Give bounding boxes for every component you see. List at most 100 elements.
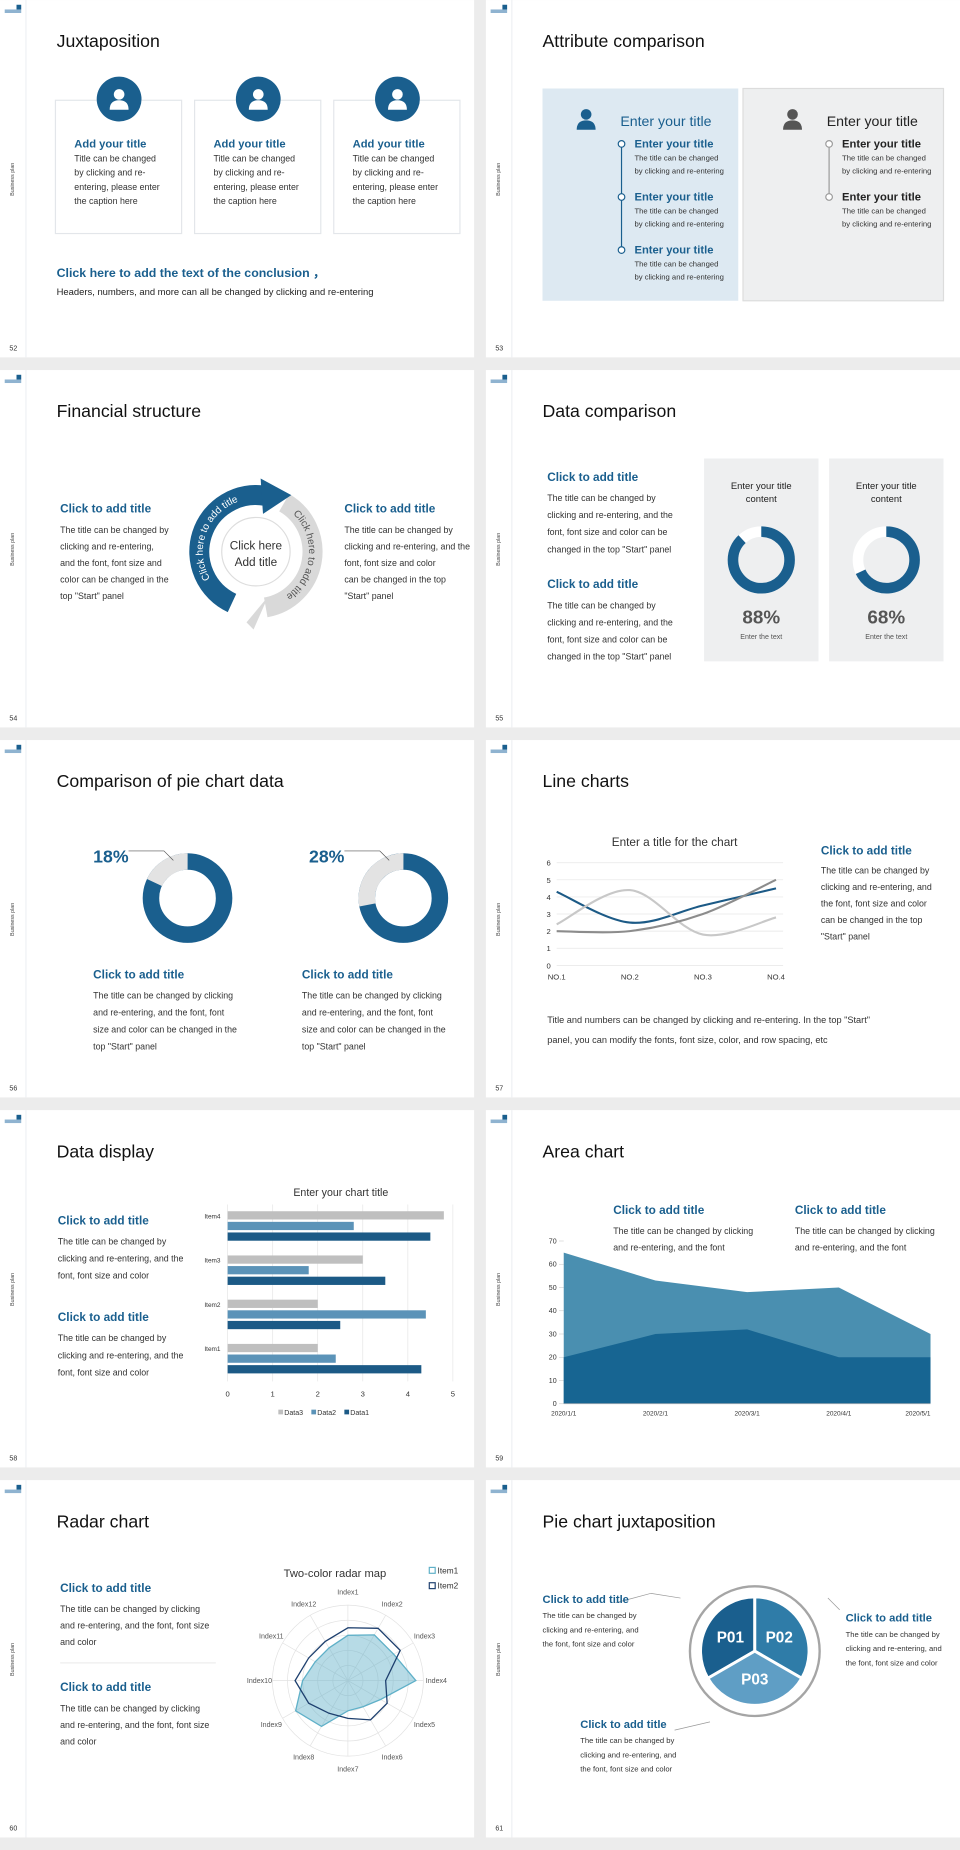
card bbox=[194, 99, 322, 235]
y-tick-label: 40 bbox=[549, 1308, 557, 1315]
body-text: by clicking and re-entering bbox=[842, 219, 931, 228]
sidebar-label: Business plan bbox=[10, 1273, 16, 1306]
caption: Enter the text bbox=[740, 634, 782, 641]
icon bbox=[783, 120, 802, 130]
x-tick-label: 2020/4/1 bbox=[826, 1411, 852, 1418]
icon bbox=[580, 109, 592, 120]
logo bbox=[16, 374, 22, 380]
radar-series bbox=[294, 1627, 401, 1721]
body-text: panel, you can modify the fonts, font si… bbox=[547, 1035, 828, 1045]
legend-label: Data1 bbox=[350, 1410, 369, 1417]
slide: Business plan 57 Line charts Enter a title … bbox=[485, 740, 960, 1098]
bar bbox=[227, 1320, 341, 1330]
slide: Business plan 59 Area chart Click to add ti… bbox=[485, 1110, 960, 1468]
body-text: clicking and re-entering, and bbox=[821, 882, 932, 892]
block-title: Click to add title bbox=[543, 1594, 629, 1606]
block-title: Click to add title bbox=[60, 503, 151, 516]
block-title: Click to add title bbox=[547, 578, 638, 591]
body-text: font, font size and color can be bbox=[547, 634, 667, 644]
value-label: 28% bbox=[309, 847, 345, 867]
spoke bbox=[282, 1680, 349, 1719]
sidebar-label: Business plan bbox=[10, 163, 16, 196]
spoke bbox=[347, 1615, 386, 1681]
panel bbox=[742, 87, 945, 302]
body-text: and re-entering, and the font, font size bbox=[60, 1621, 209, 1631]
slide-title: Area chart bbox=[543, 1141, 625, 1161]
line-series bbox=[556, 889, 777, 937]
connector bbox=[827, 1597, 840, 1611]
x-tick-label: 4 bbox=[406, 1390, 411, 1399]
y-tick-label: 6 bbox=[546, 859, 550, 868]
legend-swatch bbox=[344, 1409, 350, 1415]
body-text: The title can be changed by clicking bbox=[795, 1226, 935, 1236]
body-text: The title can be changed bbox=[634, 206, 718, 215]
legend-label: Item1 bbox=[438, 1566, 459, 1575]
body-text: by clicking and re-entering bbox=[634, 273, 723, 282]
body-text: changed in the top "Start" panel bbox=[547, 652, 671, 662]
body-text: The title can be changed by clicking bbox=[93, 990, 233, 1000]
axis-label: Index7 bbox=[337, 1766, 358, 1773]
arrow bbox=[260, 478, 292, 514]
value-label: 18% bbox=[93, 847, 129, 867]
body-text: The title can be changed by bbox=[543, 1611, 637, 1620]
slide-title: Radar chart bbox=[57, 1511, 149, 1531]
slide-title: Pie chart juxtaposition bbox=[543, 1511, 716, 1531]
logo bbox=[502, 744, 508, 750]
body-text: changed in the top "Start" panel bbox=[547, 544, 671, 554]
body-text: The title can be changed bbox=[842, 206, 926, 215]
axis-label: Index5 bbox=[414, 1722, 435, 1729]
bullet bbox=[825, 193, 833, 201]
chart-title: Two-color radar map bbox=[284, 1568, 387, 1580]
bullet bbox=[617, 246, 626, 254]
x-tick-label: 2 bbox=[316, 1390, 320, 1399]
icon bbox=[787, 109, 798, 120]
y-tick-label: 50 bbox=[549, 1285, 557, 1292]
body-text: and re-entering, and the font, font bbox=[302, 1007, 434, 1017]
panel-heading: Enter your title bbox=[620, 113, 711, 129]
block-title: Add your title bbox=[213, 138, 285, 150]
block-title: Click to add title bbox=[580, 1719, 666, 1731]
card bbox=[704, 458, 819, 662]
body-text: The title can be changed by bbox=[58, 1333, 167, 1343]
y-tick-label: 30 bbox=[549, 1331, 557, 1338]
logo bbox=[4, 379, 22, 384]
bar bbox=[227, 1266, 309, 1275]
logo bbox=[4, 1489, 22, 1494]
block-title: Click to add title bbox=[93, 968, 184, 981]
body-text: Title can be changed bbox=[213, 154, 295, 164]
icon bbox=[388, 100, 407, 110]
body-text: font, font size and color bbox=[58, 1271, 149, 1281]
body-text: clicking and re-entering, bbox=[60, 541, 154, 551]
logo bbox=[502, 374, 508, 380]
sidebar-label: Business plan bbox=[496, 1643, 502, 1676]
body-text: The title can be changed bbox=[842, 153, 926, 162]
body-text: the font, font size and color bbox=[543, 1639, 635, 1648]
block-title: Add your title bbox=[353, 138, 425, 150]
arc bbox=[189, 485, 268, 613]
chart-title: Enter a title for the chart bbox=[612, 836, 738, 849]
donut-value bbox=[727, 526, 795, 594]
body-text: The title can be changed by clicking bbox=[613, 1226, 753, 1236]
slice-label: P01 bbox=[717, 1629, 745, 1646]
slide-title: Line charts bbox=[543, 771, 630, 791]
y-tick-label: 0 bbox=[546, 961, 550, 970]
slide-background bbox=[0, 740, 475, 1098]
x-tick-label: 2020/2/1 bbox=[643, 1411, 669, 1418]
icon bbox=[109, 100, 129, 110]
body-text: clicking and re-entering, and the bbox=[547, 510, 673, 520]
body-text: clicking and re-entering, and bbox=[846, 1644, 942, 1653]
x-tick-label: NO.1 bbox=[548, 972, 566, 981]
legend-label: Data3 bbox=[284, 1410, 303, 1417]
body-text: The title can be changed by bbox=[580, 1736, 674, 1745]
block-title: Enter your title bbox=[634, 192, 713, 204]
x-tick-label: NO.3 bbox=[694, 972, 712, 981]
block-title: Click to add title bbox=[58, 1214, 149, 1227]
y-tick-label: 5 bbox=[546, 876, 550, 885]
block-title: Enter your title bbox=[634, 138, 713, 150]
body-text: The title can be changed bbox=[634, 153, 718, 162]
slide-number: 56 bbox=[9, 1085, 17, 1092]
body-text: The title can be changed by clicking bbox=[60, 1703, 200, 1713]
body-text: Title can be changed bbox=[353, 154, 435, 164]
slide-title: Financial structure bbox=[57, 401, 202, 421]
bar bbox=[227, 1211, 444, 1220]
